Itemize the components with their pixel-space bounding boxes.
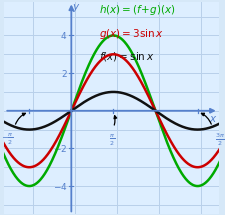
Text: $y$: $y$ [72, 2, 81, 14]
Text: $x$: $x$ [209, 114, 218, 124]
Text: $4$: $4$ [60, 30, 67, 41]
Text: $-4$: $-4$ [53, 181, 67, 192]
Text: $-\!\frac{\pi}{2}$: $-\!\frac{\pi}{2}$ [1, 131, 13, 147]
Text: $-2$: $-2$ [53, 143, 67, 154]
Text: $g(x)=3\sin x$: $g(x)=3\sin x$ [99, 27, 164, 41]
Text: $h(x)=(f\!+\!g)(x)$: $h(x)=(f\!+\!g)(x)$ [99, 3, 176, 17]
Text: $\frac{3\pi}{2}$: $\frac{3\pi}{2}$ [214, 131, 225, 148]
Text: $2$: $2$ [61, 68, 67, 79]
Text: $\frac{\pi}{2}$: $\frac{\pi}{2}$ [109, 132, 115, 148]
Text: $f(x)=\sin x$: $f(x)=\sin x$ [99, 50, 155, 63]
